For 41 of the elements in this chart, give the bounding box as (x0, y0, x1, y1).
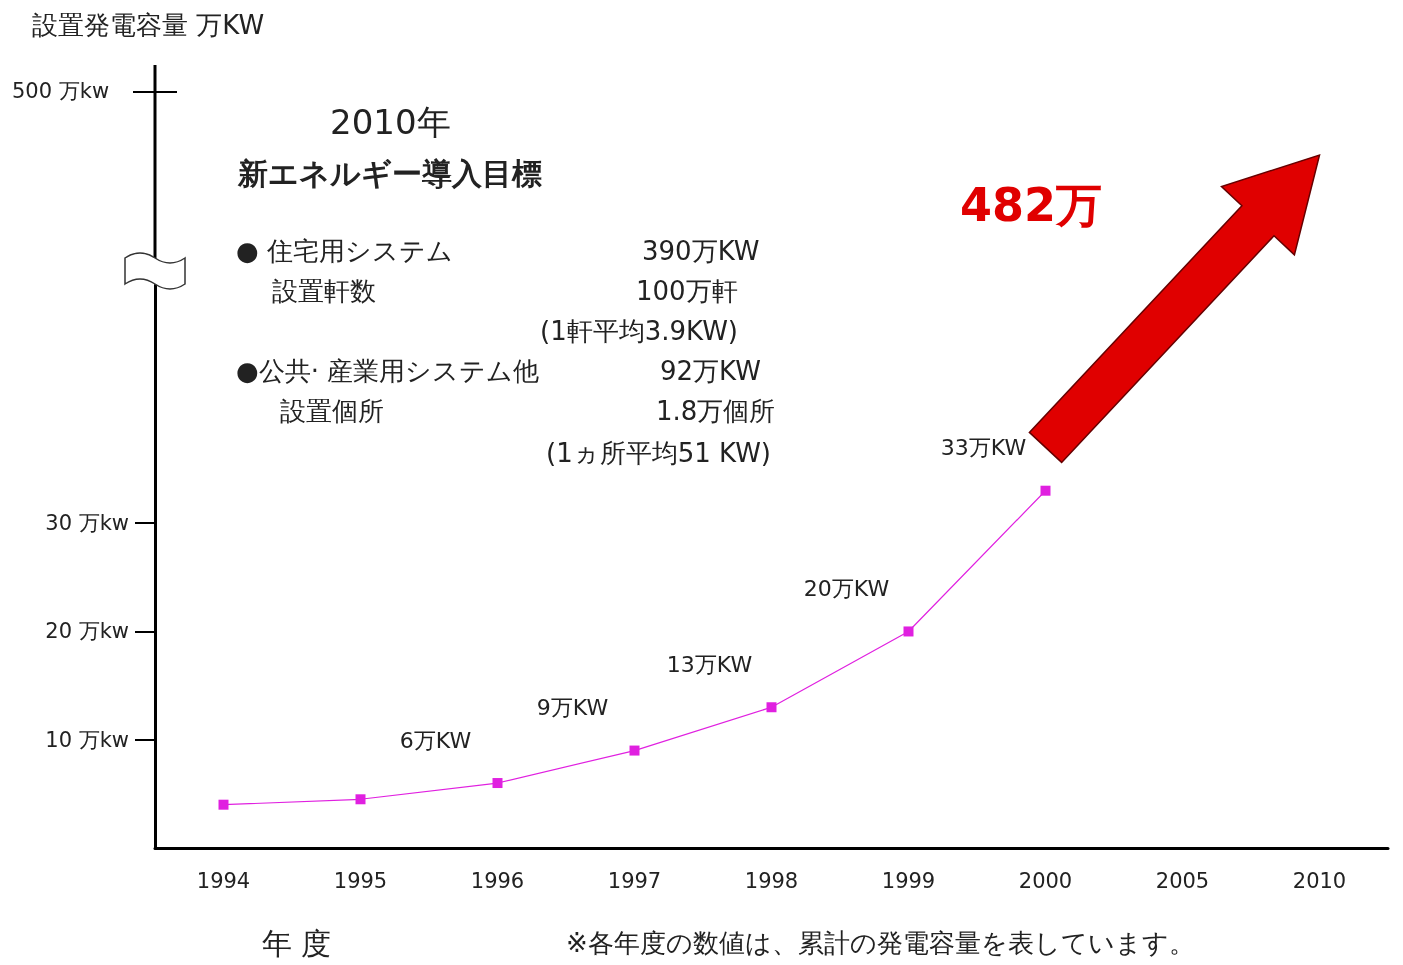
annotation: (1軒平均3.9KW) (540, 316, 739, 346)
y-tick-label: 20 万kw (45, 619, 129, 644)
annotation: ●公共· 産業用システム他 (236, 356, 540, 386)
text: 500 万kw (12, 78, 110, 103)
x-tick-label: 1999 (881, 868, 936, 893)
x-tick-label: 2000 (1018, 868, 1073, 893)
annotation: 設置個所 (280, 396, 384, 426)
x-tick-label: 1996 (470, 868, 525, 893)
y-tick-label: 10 万kw (45, 727, 129, 752)
x-tick-label: 1998 (744, 868, 799, 893)
annotation: 1.8万個所 (656, 396, 776, 426)
annotation: (1ヵ所平均51 KW) (546, 438, 772, 468)
text: ● 住宅用システム (236, 236, 453, 266)
x-tick-label: 1994 (196, 868, 251, 893)
text: 新エネルギー導入目標 (237, 155, 542, 191)
data-label: 20万KW (803, 575, 890, 601)
point (629, 745, 640, 756)
point (492, 778, 503, 789)
x-tick-label: 1995 (333, 868, 388, 893)
point (355, 794, 366, 805)
x-tick-label: 2005 (1155, 868, 1210, 893)
data-label: 6万KW (399, 727, 472, 753)
annotation: 100万軒 (636, 276, 738, 306)
y-tick-label: 30 万kw (45, 511, 129, 536)
point (218, 799, 229, 810)
x-axis-title: 年 度 (261, 925, 332, 961)
text: 390万KW (642, 236, 760, 266)
point (903, 626, 914, 637)
text: 482万 (960, 178, 1103, 232)
point (766, 702, 777, 713)
x-tick-label: 2010 (1292, 868, 1347, 893)
annotation: 92万KW (660, 356, 761, 386)
text: 2010年 (330, 102, 451, 142)
text: ※各年度の数値は、累計の発電容量を表しています。 (566, 928, 1195, 958)
point (1040, 485, 1051, 496)
data-label: 13万KW (666, 651, 753, 677)
annotation: 設置軒数 (272, 276, 376, 306)
x-tick-label: 1997 (607, 868, 662, 893)
data-label: 33万KW (940, 435, 1027, 461)
data-label: 9万KW (536, 695, 609, 721)
text: 設置発電容量 万KW (32, 10, 265, 40)
